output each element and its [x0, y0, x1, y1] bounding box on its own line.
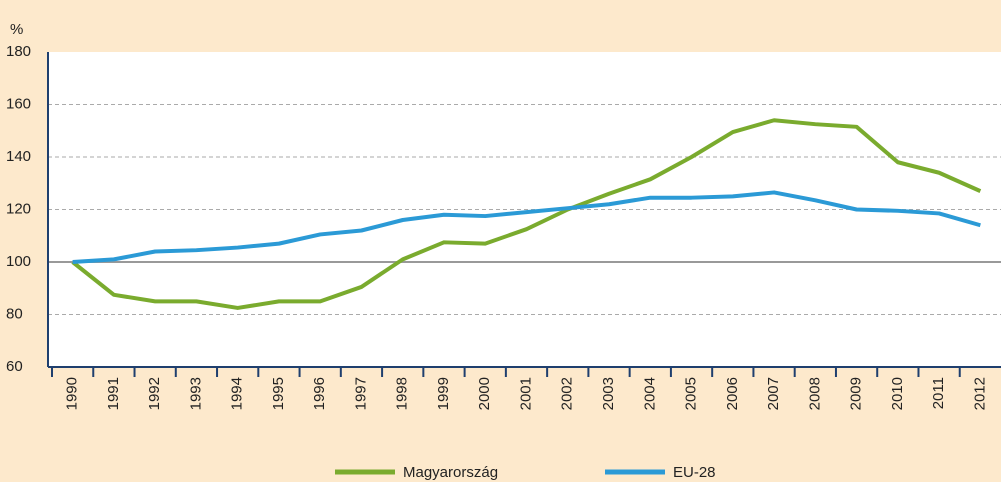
y-tick-label: 100 — [6, 253, 31, 270]
x-tick-label: 2005 — [683, 377, 700, 410]
y-axis-label: % — [10, 21, 23, 38]
y-tick-label: 120 — [6, 200, 31, 217]
x-tick-label: 1993 — [187, 377, 204, 410]
x-tick-label: 1990 — [64, 377, 81, 410]
x-tick-label: 2001 — [517, 377, 534, 410]
x-tick-label: 2008 — [806, 377, 823, 410]
x-tick-label: 1996 — [311, 377, 328, 410]
y-tick-label: 180 — [6, 43, 31, 60]
line-series — [71, 118, 982, 310]
x-tick-label: 2002 — [559, 377, 576, 410]
x-tick-label: 2009 — [848, 377, 865, 410]
x-tick-label: 1995 — [270, 377, 287, 410]
x-tick-label: 2000 — [476, 377, 493, 410]
x-tick-label: 2007 — [765, 377, 782, 410]
x-tick-label: 2006 — [724, 377, 741, 410]
y-tick-label: 80 — [6, 305, 23, 322]
x-tick-label: 2004 — [641, 377, 658, 410]
x-tick-label: 1997 — [352, 377, 369, 410]
x-tick-label: 1992 — [146, 377, 163, 410]
line-series — [72, 190, 981, 264]
x-tick-label: 2012 — [971, 377, 988, 410]
legend-label: EU-28 — [673, 464, 716, 481]
y-tick-label: 60 — [6, 358, 23, 375]
x-tick-label: 1994 — [229, 377, 246, 410]
y-tick-label: 160 — [6, 95, 31, 112]
x-tick-label: 2010 — [889, 377, 906, 410]
legend-label: Magyarország — [403, 464, 498, 481]
x-tick-label: 2011 — [930, 377, 947, 409]
x-tick-label: 1999 — [435, 377, 452, 410]
x-tick-label: 2003 — [600, 377, 617, 410]
x-tick-label: 1998 — [394, 377, 411, 410]
x-tick-label: 1991 — [105, 377, 122, 410]
y-tick-label: 140 — [6, 148, 31, 165]
